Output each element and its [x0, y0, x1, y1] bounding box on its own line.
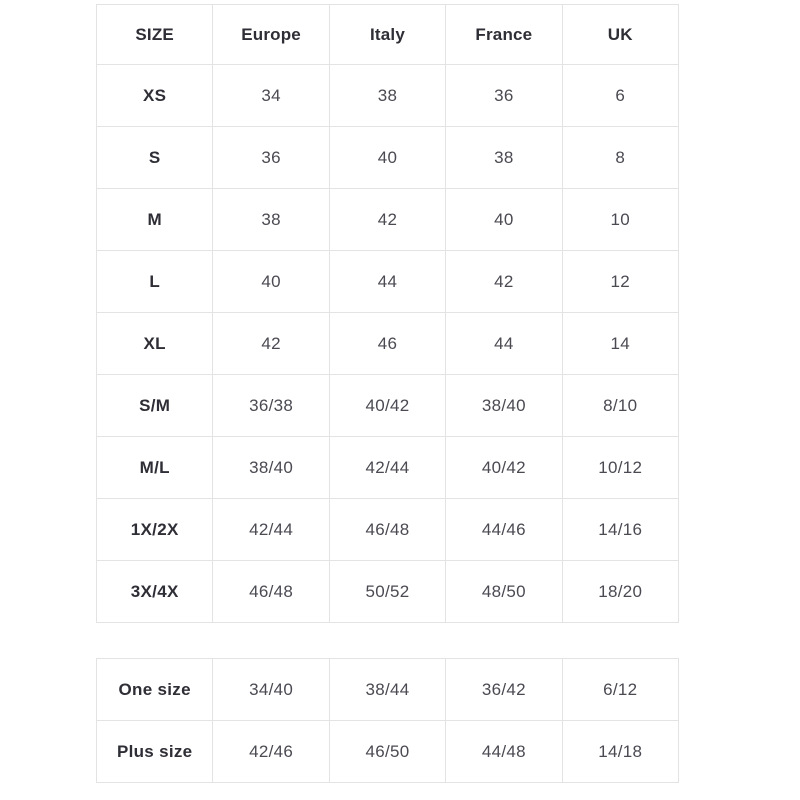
size-chart-page: SIZE Europe Italy France UK XS 34 38 36 6 S 36… — [95, 4, 680, 783]
size-label-cell: 3X/4X — [95, 560, 214, 623]
size-value-cell: 42 — [445, 250, 563, 313]
size-value-cell: 50/52 — [328, 560, 447, 623]
size-value-cell: 6/12 — [561, 658, 680, 721]
size-value-cell: 42/46 — [212, 720, 330, 783]
size-value-cell: 44/48 — [445, 720, 563, 783]
size-value-cell: 44 — [445, 312, 563, 375]
special-sizes-table: One size 34/40 38/44 36/42 6/12 Plus size 42/4… — [95, 658, 680, 783]
size-value-cell: 10 — [561, 188, 680, 251]
size-label-cell: M/L — [95, 436, 214, 499]
column-header-size: SIZE — [95, 4, 214, 65]
size-value-cell: 38 — [445, 126, 563, 189]
size-label-cell: S/M — [95, 374, 214, 437]
table-row: One size 34/40 38/44 36/42 6/12 — [95, 658, 680, 721]
size-conversion-table: SIZE Europe Italy France UK XS 34 38 36 6 S 36… — [95, 4, 680, 623]
table-row: 3X/4X 46/48 50/52 48/50 18/20 — [95, 560, 680, 623]
table-row: S/M 36/38 40/42 38/40 8/10 — [95, 374, 680, 437]
special-sizes-table-body: One size 34/40 38/44 36/42 6/12 Plus size 42/4… — [95, 658, 680, 783]
size-value-cell: 42/44 — [212, 498, 330, 561]
size-value-cell: 14/16 — [561, 498, 680, 561]
size-value-cell: 46/48 — [212, 560, 330, 623]
size-value-cell: 14 — [561, 312, 680, 375]
size-value-cell: 14/18 — [561, 720, 680, 783]
size-value-cell: 10/12 — [561, 436, 680, 499]
column-header-europe: Europe — [212, 4, 330, 65]
size-label-cell: 1X/2X — [95, 498, 214, 561]
size-value-cell: 46/50 — [328, 720, 447, 783]
size-value-cell: 36/42 — [445, 658, 563, 721]
size-value-cell: 12 — [561, 250, 680, 313]
size-value-cell: 36 — [212, 126, 330, 189]
size-label-cell: L — [95, 250, 214, 313]
size-value-cell: 48/50 — [445, 560, 563, 623]
table-row: L 40 44 42 12 — [95, 250, 680, 313]
size-table-header: SIZE Europe Italy France UK — [95, 4, 680, 65]
header-row: SIZE Europe Italy France UK — [95, 4, 680, 65]
size-label-cell: One size — [95, 658, 214, 721]
size-value-cell: 46 — [328, 312, 447, 375]
size-value-cell: 34/40 — [212, 658, 330, 721]
table-row: Plus size 42/46 46/50 44/48 14/18 — [95, 720, 680, 783]
size-value-cell: 40/42 — [328, 374, 447, 437]
size-label-cell: Plus size — [95, 720, 214, 783]
column-header-italy: Italy — [328, 4, 447, 65]
size-value-cell: 40/42 — [445, 436, 563, 499]
table-row: S 36 40 38 8 — [95, 126, 680, 189]
size-value-cell: 46/48 — [328, 498, 447, 561]
size-label-cell: S — [95, 126, 214, 189]
size-value-cell: 8 — [561, 126, 680, 189]
table-row: M/L 38/40 42/44 40/42 10/12 — [95, 436, 680, 499]
size-value-cell: 38/40 — [212, 436, 330, 499]
column-header-france: France — [445, 4, 563, 65]
table-row: 1X/2X 42/44 46/48 44/46 14/16 — [95, 498, 680, 561]
size-value-cell: 40 — [328, 126, 447, 189]
size-value-cell: 18/20 — [561, 560, 680, 623]
table-row: XS 34 38 36 6 — [95, 64, 680, 127]
size-value-cell: 40 — [445, 188, 563, 251]
size-label-cell: XL — [95, 312, 214, 375]
column-header-uk: UK — [561, 4, 680, 65]
size-value-cell: 38/44 — [328, 658, 447, 721]
size-label-cell: M — [95, 188, 214, 251]
size-value-cell: 38/40 — [445, 374, 563, 437]
table-row: M 38 42 40 10 — [95, 188, 680, 251]
size-value-cell: 6 — [561, 64, 680, 127]
size-label-cell: XS — [95, 64, 214, 127]
size-value-cell: 40 — [212, 250, 330, 313]
table-row: XL 42 46 44 14 — [95, 312, 680, 375]
size-value-cell: 44 — [328, 250, 447, 313]
size-table-body: XS 34 38 36 6 S 36 40 38 8 M 38 42 40 10 L 40 44 42 12 XL 42 4… — [95, 64, 680, 623]
size-value-cell: 42 — [328, 188, 447, 251]
size-value-cell: 38 — [212, 188, 330, 251]
size-value-cell: 42/44 — [328, 436, 447, 499]
size-value-cell: 34 — [212, 64, 330, 127]
size-value-cell: 8/10 — [561, 374, 680, 437]
size-value-cell: 44/46 — [445, 498, 563, 561]
size-value-cell: 36/38 — [212, 374, 330, 437]
size-value-cell: 38 — [328, 64, 447, 127]
size-value-cell: 42 — [212, 312, 330, 375]
size-value-cell: 36 — [445, 64, 563, 127]
